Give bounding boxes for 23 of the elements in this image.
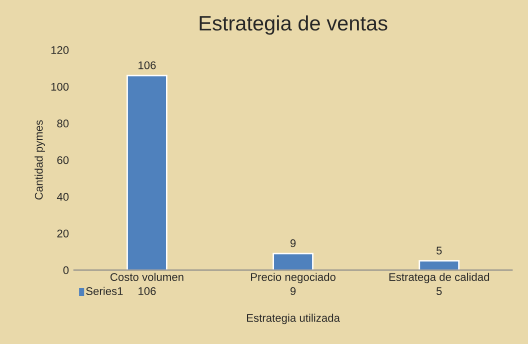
y-tick-label: 40: [56, 192, 69, 201]
data-label: 5: [436, 287, 442, 296]
annotation: 9: [290, 239, 296, 248]
y-tick-label: 120: [51, 46, 69, 54]
y-tick-label: 60: [57, 156, 69, 164]
y-tick-label: 100: [51, 82, 69, 91]
legend-label: Series1: [86, 286, 123, 296]
y-tick-label: 20: [57, 230, 69, 238]
annotation: 5: [436, 246, 442, 255]
x-axis-title: Estrategia utilizada: [247, 314, 340, 324]
data-label: 106: [138, 287, 156, 296]
data-label: 9: [290, 287, 296, 296]
x-tick-label: Costo volumen: [110, 272, 184, 281]
bar: [126, 74, 168, 270]
y-axis-title: Cantidad pymes: [34, 120, 45, 200]
bar: [272, 252, 314, 270]
chart-title: Estrategia de ventas: [200, 15, 388, 35]
bar: [418, 260, 460, 270]
x-tick-label: Estratega de calidad: [389, 272, 490, 284]
y-tick-label: 80: [57, 120, 69, 128]
annotation: 106: [138, 61, 156, 70]
y-tick-label: 0: [63, 266, 69, 274]
x-tick-label: Precio negociado: [251, 272, 336, 284]
